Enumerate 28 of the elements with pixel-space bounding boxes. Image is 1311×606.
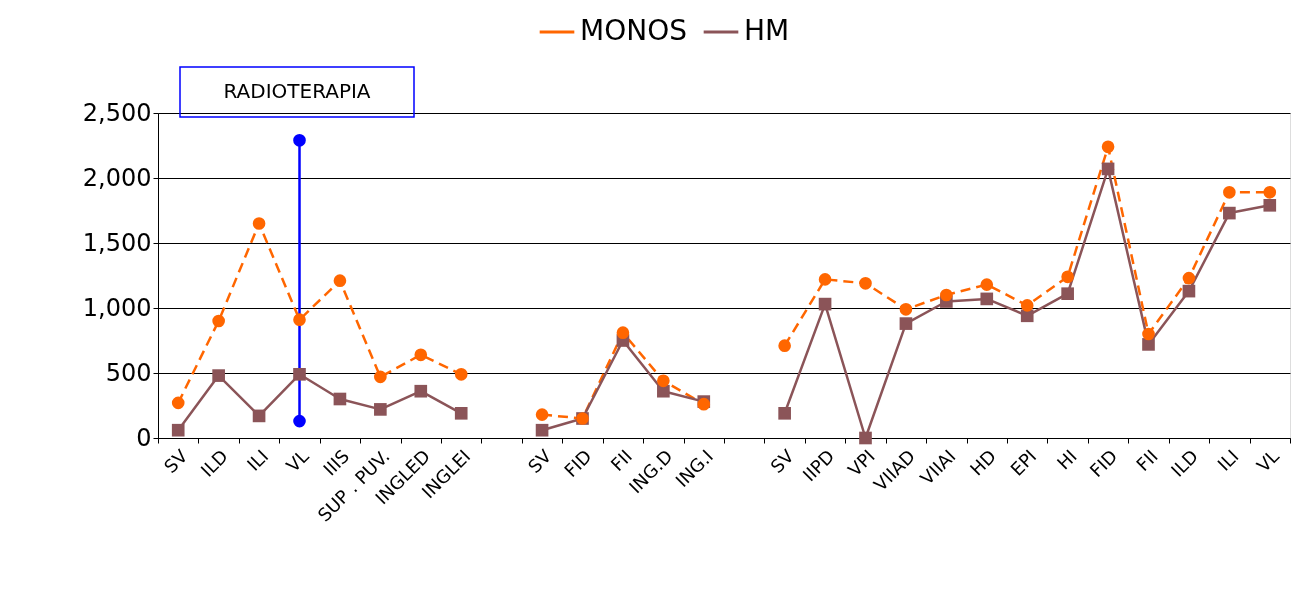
x-tick-label: IIPD [798, 445, 839, 486]
x-tick-label: IIIS [318, 445, 354, 480]
x-tick-label: VL [282, 445, 313, 477]
point [859, 431, 872, 445]
y-tick-label: 0 [136, 423, 152, 452]
legend-label: MONOS [580, 14, 687, 47]
y-tick-label: 1,500 [82, 228, 152, 257]
x-tick-label: ILI [242, 445, 273, 475]
point [778, 406, 791, 420]
y-tick-label: 500 [105, 358, 152, 387]
x-tick-label: FID [1085, 445, 1122, 482]
x-tick-label: HD [965, 445, 1001, 480]
x-tick-label: FID [560, 445, 596, 482]
y-tick-label: 1,000 [82, 293, 152, 322]
x-tick-label: SV [766, 444, 799, 478]
legend-label: HM [744, 14, 790, 47]
x-tick-label: SV [523, 444, 556, 478]
y-tick-label: 2,000 [82, 163, 152, 192]
x-tick-label: VL [1252, 445, 1284, 477]
x-tick-label: FII [1132, 445, 1162, 476]
y-tick-label: 2,500 [82, 98, 152, 127]
x-tick-label: SV [159, 444, 192, 478]
x-tick-label: HI [1052, 445, 1081, 474]
x-tick-label: ILD [196, 445, 232, 481]
text: RADIOTERAPIA [223, 79, 371, 103]
x-tick-label: ILI [1213, 445, 1243, 475]
x-tick-label: EPI [1006, 445, 1041, 480]
x-tick-label: ILD [1166, 445, 1203, 481]
